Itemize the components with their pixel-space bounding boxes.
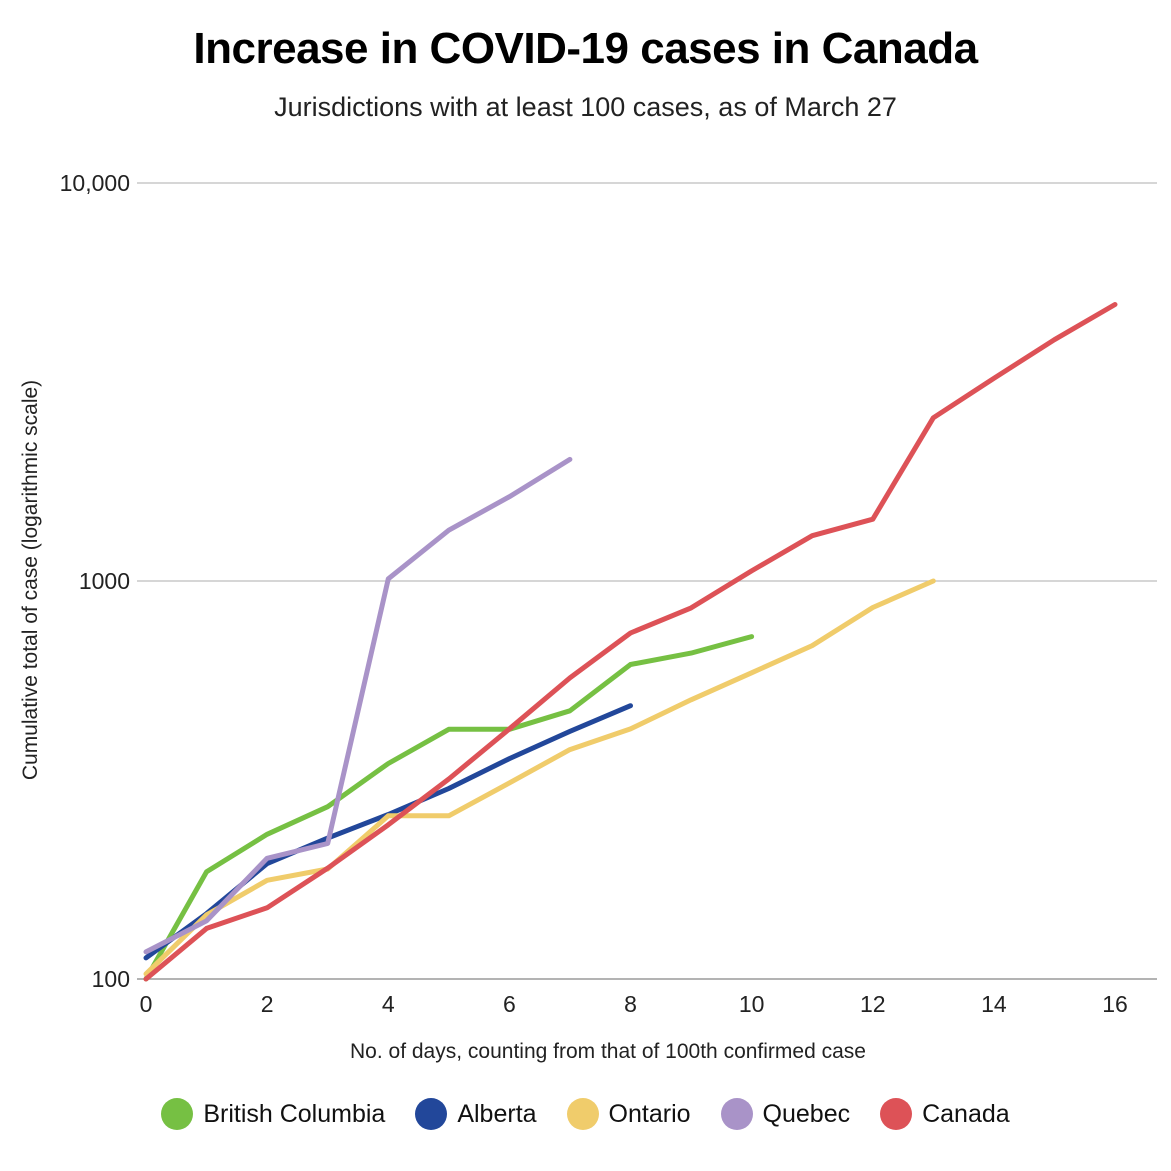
x-axis-title: No. of days, counting from that of 100th… — [350, 1040, 866, 1063]
legend-label: British Columbia — [203, 1099, 386, 1128]
y-tick-label: 1000 — [79, 568, 130, 594]
x-tick-label: 8 — [624, 991, 637, 1017]
legend: British Columbia Alberta Ontario Quebec Cana… — [0, 1098, 1171, 1130]
y-axis-ticks: 100 1000 10,000 — [60, 170, 130, 992]
x-tick-label: 6 — [503, 991, 516, 1017]
chart-subtitle: Jurisdictions with at least 100 cases, a… — [274, 92, 897, 122]
legend-label: Ontario — [608, 1099, 691, 1128]
grid-lines — [137, 182, 1157, 980]
legend-label: Alberta — [457, 1099, 537, 1128]
x-tick-label: 14 — [981, 991, 1007, 1017]
x-tick-label: 16 — [1102, 991, 1128, 1017]
x-tick-label: 10 — [739, 991, 765, 1017]
series-line-ontario — [143, 578, 936, 977]
legend-item-british-columbia: British Columbia — [161, 1098, 385, 1130]
y-tick-label: 10,000 — [60, 170, 130, 196]
y-tick-label: 100 — [92, 966, 130, 992]
legend-item-quebec: Quebec — [720, 1098, 851, 1130]
series-line-canada — [143, 302, 1118, 982]
legend-swatch — [880, 1098, 913, 1130]
legend-label: Quebec — [762, 1099, 851, 1128]
legend-item-canada: Canada — [880, 1098, 1010, 1130]
chart-title: Increase in COVID-19 cases in Canada — [193, 24, 978, 73]
x-tick-label: 12 — [860, 991, 886, 1017]
x-tick-label: 4 — [382, 991, 395, 1017]
legend-swatch — [720, 1098, 753, 1130]
series-lines — [143, 302, 1118, 982]
x-axis-ticks: 0 2 4 6 8 10 12 14 16 — [140, 991, 1128, 1017]
legend-swatch — [415, 1098, 448, 1130]
series-line-alberta — [143, 703, 633, 961]
series-line-british-columbia — [143, 634, 755, 982]
series-line-quebec — [143, 456, 573, 955]
x-tick-label: 0 — [140, 991, 153, 1017]
legend-swatch — [566, 1098, 599, 1130]
legend-label: Canada — [922, 1099, 1010, 1128]
x-tick-label: 2 — [261, 991, 274, 1017]
y-axis-title: Cumulative total of case (logarithmic sc… — [19, 380, 42, 780]
legend-item-ontario: Ontario — [566, 1098, 691, 1130]
legend-swatch — [161, 1098, 194, 1130]
legend-item-alberta: Alberta — [415, 1098, 537, 1130]
